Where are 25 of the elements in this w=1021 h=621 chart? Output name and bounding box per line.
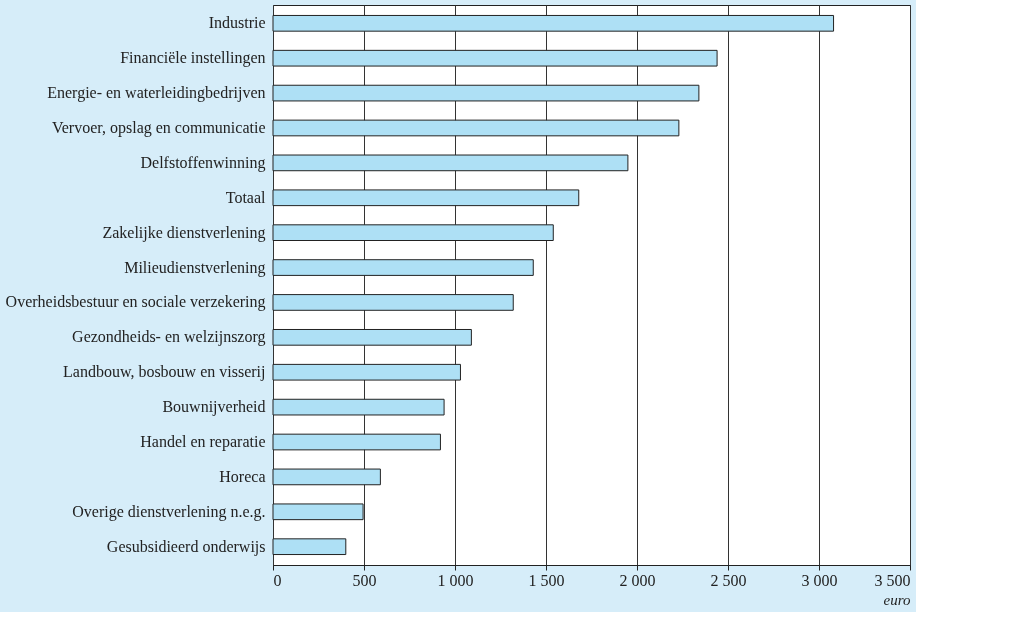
y-tick-label: Bouwnijverheid [162, 398, 266, 417]
y-tick-label: Zakelijke dienstverlening [102, 223, 266, 242]
y-tick-label: Gesubsidieerd onderwijs [106, 537, 266, 556]
y-tick-label: Totaal [225, 188, 267, 206]
x-tick-label: 500 [352, 571, 377, 589]
x-tick-label: 2 000 [619, 571, 656, 589]
x-tick-label: 0 [273, 571, 282, 589]
y-tick-label: Overheidsbestuur en sociale verzekering [5, 293, 266, 312]
y-tick-label: Horeca [219, 467, 266, 485]
y-tick-label: Gezondheids- en welzijnszorg [72, 328, 266, 347]
x-axis-title: euro [883, 591, 911, 608]
x-tick-label: 2 500 [710, 571, 747, 589]
x-tick-label: 1 000 [437, 571, 474, 589]
x-tick-label: 3 500 [874, 571, 911, 589]
y-tick-label: Delfstoffenwinning [140, 153, 266, 172]
y-tick-label: Industrie [208, 14, 266, 32]
x-tick-label: 3 000 [801, 571, 838, 589]
y-tick-label: Overige dienstverlening n.e.g. [72, 502, 266, 521]
y-tick-label: Landbouw, bosbouw en visserij [63, 363, 266, 382]
y-tick-label: Handel en reparatie [140, 433, 266, 452]
y-tick-label: Energie- en waterleidingbedrijven [47, 84, 266, 103]
y-tick-label: Financiële instellingen [120, 49, 266, 68]
y-tick-label: Milieudienstverlening [124, 258, 266, 277]
y-tick-label: Vervoer, opslag en communicatie [51, 118, 266, 137]
x-tick-label: 1 500 [528, 571, 565, 589]
